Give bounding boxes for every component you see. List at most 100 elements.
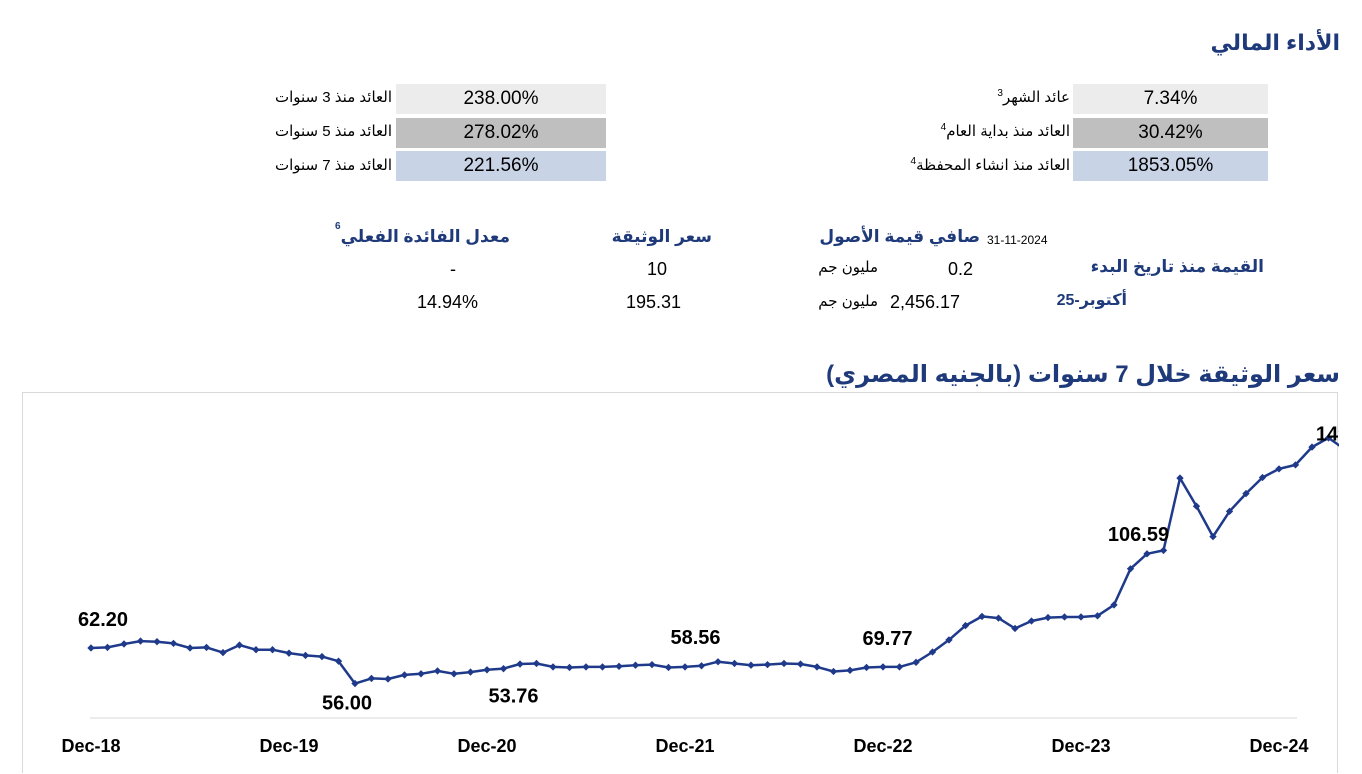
data-point <box>615 662 623 671</box>
x-tick-label: Dec-20 <box>457 736 516 756</box>
data-point <box>664 663 673 672</box>
x-tick-label: Dec-21 <box>655 736 714 756</box>
section-title: الأداء المالي <box>1210 30 1340 55</box>
data-point <box>417 670 425 678</box>
month-return-label: عائد الشهر3 <box>997 88 1070 106</box>
data-point <box>103 643 112 652</box>
data-point <box>1159 546 1168 555</box>
data-label: 53.76 <box>488 686 538 708</box>
data-point <box>648 660 656 669</box>
return-7y-label: العائد منذ 7 سنوات <box>274 157 392 174</box>
data-point <box>186 644 194 652</box>
data-point <box>252 646 260 654</box>
nav-start-unit: مليون جم <box>818 259 878 276</box>
data-point <box>631 661 640 669</box>
data-point <box>928 648 937 656</box>
data-point <box>945 636 953 644</box>
data-point <box>912 658 920 666</box>
data-point <box>747 661 755 669</box>
data-point <box>961 621 970 630</box>
data-label: 56.00 <box>322 693 372 715</box>
unit-price-header: سعر الوثيقة <box>611 227 712 246</box>
ytd-return-value: 30.42% <box>1073 118 1268 148</box>
return-7y-value: 221.56% <box>396 151 606 181</box>
data-label: 149.75 <box>1316 424 1339 446</box>
data-point <box>499 664 508 673</box>
ytd-return-label: العائد منذ بداية العام4 <box>940 122 1070 140</box>
data-point <box>384 675 392 683</box>
data-point <box>862 663 871 672</box>
nav-current-unit: مليون جم <box>818 293 878 310</box>
inception-return-label: العائد منذ انشاء المحفظة4 <box>910 156 1070 174</box>
data-point <box>697 662 706 670</box>
nav-date: 31-11-2024 <box>987 233 1048 247</box>
data-point <box>516 660 524 668</box>
chart-frame: Dec-18 Dec-19 Dec-20 Dec-21 Dec-22 Dec-23 Dec-… <box>22 392 1339 773</box>
data-point <box>796 660 805 668</box>
chart-title: سعر الوثيقة خلال 7 سنوات (بالجنيه المصري… <box>826 361 1340 388</box>
x-tick-label: Dec-23 <box>1051 736 1110 756</box>
data-label: 58.56 <box>670 627 720 649</box>
x-tick-label: Dec-22 <box>853 736 912 756</box>
inception-return-value: 1853.05% <box>1073 151 1268 181</box>
data-point <box>532 659 541 668</box>
data-point <box>829 667 838 676</box>
data-point <box>450 670 458 678</box>
price-line-chart: Dec-18 Dec-19 Dec-20 Dec-21 Dec-22 Dec-23 Dec-… <box>61 424 1339 756</box>
data-point <box>1060 613 1069 621</box>
month-return-value: 7.34% <box>1073 84 1268 114</box>
data-point <box>202 643 211 652</box>
unit-price-current: 195.31 <box>626 292 682 312</box>
data-point <box>846 666 854 675</box>
data-point <box>285 649 293 657</box>
x-tick-label: Dec-24 <box>1249 736 1308 756</box>
data-point <box>433 667 442 675</box>
yield-current: 14.94% <box>417 292 479 312</box>
data-point <box>318 652 326 661</box>
data-label: 106.59 <box>1108 524 1169 546</box>
x-tick-label: Dec-19 <box>259 736 318 756</box>
data-point <box>879 663 887 671</box>
data-point <box>813 663 821 671</box>
data-point <box>1027 617 1036 625</box>
data-point <box>582 663 590 671</box>
yield-start: - <box>450 259 456 279</box>
data-point <box>87 644 95 652</box>
nav-current-value: 2,456.17 <box>890 292 961 312</box>
return-3y-value: 238.00% <box>396 84 606 114</box>
data-point <box>730 659 739 668</box>
data-point <box>136 637 145 645</box>
data-point <box>301 651 310 660</box>
data-point <box>681 663 689 671</box>
unit-price-start: 10 <box>647 259 668 279</box>
data-point <box>714 658 722 666</box>
data-point <box>895 663 904 671</box>
data-point <box>120 640 128 648</box>
nav-start-value: 0.2 <box>948 259 974 279</box>
data-point <box>219 648 227 657</box>
data-point <box>565 663 574 672</box>
data-point <box>466 668 475 676</box>
data-label: 69.77 <box>862 628 912 650</box>
data-point <box>483 666 491 674</box>
nav-header: صافي قيمة الأصول <box>819 227 980 246</box>
data-point <box>169 639 178 648</box>
return-3y-label: العائد منذ 3 سنوات <box>274 89 392 106</box>
data-label: 62.20 <box>78 609 128 631</box>
data-point <box>334 657 343 665</box>
data-point <box>367 674 376 683</box>
start-value-label: القيمة منذ تاريخ البدء <box>1090 257 1264 276</box>
data-point <box>1077 613 1085 621</box>
data-point <box>763 660 772 669</box>
return-5y-value: 278.02% <box>396 118 606 148</box>
x-tick-label: Dec-18 <box>61 736 120 756</box>
data-point <box>1011 624 1019 633</box>
return-5y-label: العائد منذ 5 سنوات <box>274 123 392 140</box>
data-point <box>268 646 277 654</box>
data-point <box>400 671 409 679</box>
data-point <box>351 679 359 688</box>
current-date: أكتوبر-25 <box>1056 292 1127 309</box>
data-point <box>153 637 161 646</box>
data-point <box>598 663 607 671</box>
data-point <box>235 641 244 649</box>
